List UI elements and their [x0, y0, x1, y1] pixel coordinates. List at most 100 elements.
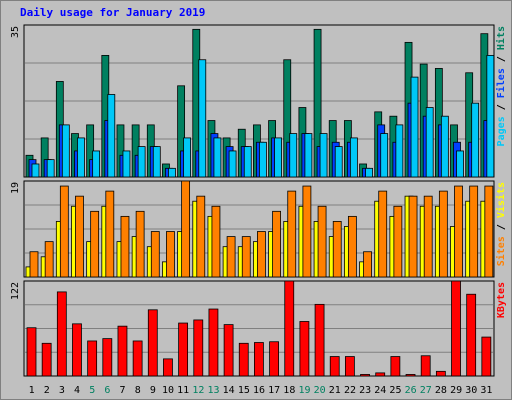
- x-tick-label: 17: [268, 385, 280, 396]
- kbytes-bar: [314, 303, 325, 377]
- visits-bar: [257, 231, 266, 278]
- files-bar: [46, 159, 55, 178]
- files-bar: [259, 141, 267, 178]
- kbytes-bar: [163, 358, 173, 377]
- visits-bar: [408, 195, 418, 278]
- files-bar: [107, 94, 116, 178]
- visits-bar: [135, 210, 145, 278]
- x-tick-label: 21: [329, 385, 341, 396]
- legend-part: /: [496, 98, 507, 116]
- visits-bar: [29, 251, 39, 278]
- x-tick-label: 29: [450, 385, 462, 396]
- x-tick-label: 5: [89, 385, 95, 396]
- legend-part: Files: [495, 68, 507, 98]
- x-tick-label: 31: [480, 385, 492, 396]
- files-bar: [380, 133, 389, 178]
- panel-1-legend: Pages / Files / Hits: [495, 26, 507, 146]
- x-tick-label: 10: [162, 385, 174, 396]
- visits-bar: [59, 185, 69, 278]
- x-tick-label: 27: [420, 385, 432, 396]
- kbytes-bar: [269, 341, 279, 377]
- files-bar: [243, 146, 252, 178]
- files-bar: [31, 163, 40, 178]
- legend-part: /: [496, 50, 507, 68]
- files-bar: [304, 133, 313, 178]
- x-tick-label: 28: [435, 385, 447, 396]
- kbytes-bar: [147, 309, 158, 377]
- kbytes-bar: [435, 370, 446, 377]
- visits-bar: [287, 190, 297, 278]
- x-tick-label: 9: [150, 385, 156, 396]
- visits-bar: [438, 190, 448, 278]
- x-tick-label: 2: [44, 385, 50, 396]
- x-tick-label: 22: [344, 385, 356, 396]
- x-tick-label: 20: [314, 385, 326, 396]
- kbytes-bar: [299, 321, 310, 377]
- visits-bar: [90, 210, 100, 278]
- visits-bar: [44, 241, 54, 278]
- x-tick-label: 25: [389, 385, 401, 396]
- kbytes-bar: [178, 322, 189, 377]
- x-tick-label: 6: [104, 385, 110, 396]
- visits-bar: [378, 190, 388, 278]
- visits-bar: [166, 231, 175, 278]
- visits-bar: [484, 185, 494, 278]
- x-tick-label: 24: [374, 385, 386, 396]
- kbytes-bar: [329, 356, 340, 377]
- visits-bar: [469, 185, 479, 278]
- legend-part: Pages: [496, 116, 507, 146]
- visits-bar: [196, 195, 206, 278]
- kbytes-bar: [390, 356, 401, 377]
- visits-bar: [347, 215, 357, 278]
- x-tick-label: 1: [29, 385, 35, 396]
- files-bar: [471, 102, 480, 178]
- files-bar: [486, 55, 495, 178]
- kbytes-bar: [26, 327, 37, 377]
- visits-bar: [150, 231, 160, 278]
- kbytes-bar: [87, 340, 98, 377]
- files-bar: [289, 133, 298, 178]
- files-bar: [425, 107, 434, 178]
- visits-bar: [226, 236, 236, 278]
- visits-bar: [75, 195, 84, 278]
- kbytes-bar: [284, 280, 295, 377]
- chart-title: Daily usage for January 2019: [20, 6, 206, 19]
- visits-bar: [302, 185, 312, 278]
- visits-bar: [317, 205, 327, 278]
- files-bar: [440, 115, 449, 178]
- kbytes-bar: [208, 308, 219, 377]
- kbytes-bar: [193, 319, 204, 377]
- x-tick-label: 7: [120, 385, 126, 396]
- x-tick-label: 14: [223, 385, 235, 396]
- panel-1-max-label: 35: [10, 26, 21, 38]
- x-tick-label: 16: [253, 385, 265, 396]
- kbytes-bar: [102, 338, 113, 377]
- kbytes-bar: [420, 355, 431, 377]
- panel-2-max-label: 19: [10, 182, 21, 194]
- kbytes-bar: [72, 323, 82, 377]
- files-bar: [228, 150, 237, 178]
- kbytes-bar: [117, 325, 128, 377]
- kbytes-bar: [451, 280, 461, 377]
- visits-bar: [181, 180, 191, 278]
- files-bar: [334, 146, 343, 178]
- files-bar: [319, 133, 328, 178]
- files-bar: [365, 167, 373, 178]
- x-tick-label: 26: [405, 385, 417, 396]
- kbytes-bar: [41, 342, 52, 377]
- files-bar: [198, 59, 207, 178]
- kbytes-bar: [254, 342, 264, 377]
- kbytes-bar: [344, 356, 355, 377]
- x-tick-label: 11: [177, 385, 189, 396]
- files-bar: [92, 150, 101, 178]
- legend-part: Visits: [495, 182, 507, 218]
- kbytes-bar: [360, 374, 370, 377]
- files-bar: [410, 76, 419, 178]
- visits-bar: [393, 205, 403, 278]
- kbytes-bar: [56, 291, 67, 377]
- visits-bar: [120, 215, 130, 278]
- panel-2-legend: Sites / Visits: [495, 182, 507, 266]
- visits-bar: [105, 190, 115, 278]
- x-tick-label: 18: [283, 385, 295, 396]
- kbytes-bar: [223, 324, 234, 377]
